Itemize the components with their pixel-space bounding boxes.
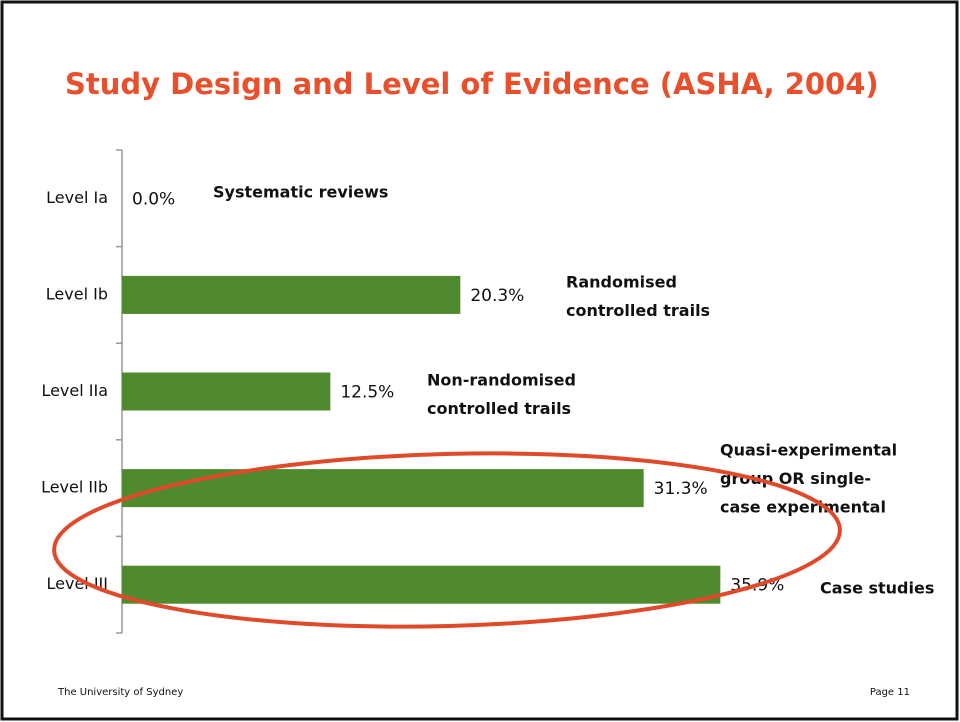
annotation: Systematic reviews [213, 183, 388, 202]
bar [122, 372, 331, 411]
footer-left: The University of Sydney [57, 687, 183, 698]
y-tick-label: Level IIb [41, 478, 108, 497]
value-label: 0.0% [132, 189, 175, 209]
annotation: controlled trails [427, 399, 571, 418]
y-tick-label: Level Ib [46, 284, 108, 303]
footer-right: Page 11 [870, 687, 910, 698]
annotation: Randomised [566, 273, 677, 292]
value-label: 20.3% [470, 286, 524, 306]
bar [122, 275, 461, 314]
annotation: group OR single- [720, 469, 871, 488]
annotation: Non-randomised [427, 371, 576, 390]
y-tick-label: Level Ia [46, 188, 108, 207]
y-tick-label: Level IIa [41, 381, 108, 400]
bar [122, 469, 644, 508]
annotation: case experimental [720, 498, 886, 517]
plot: Level Ia 0.0% Systematic reviews Level Ib 20… [41, 149, 934, 634]
annotation: Case studies [820, 579, 934, 598]
slide-title: Study Design and Level of Evidence (ASHA… [65, 67, 879, 101]
y-tick-label: Level III [47, 574, 108, 593]
annotation: Quasi-experimental [720, 441, 897, 460]
bar [122, 565, 721, 604]
highlight-ellipse [52, 451, 842, 629]
annotation: controlled trails [566, 301, 710, 320]
value-label: 12.5% [340, 383, 394, 403]
value-label: 31.3% [654, 479, 708, 499]
